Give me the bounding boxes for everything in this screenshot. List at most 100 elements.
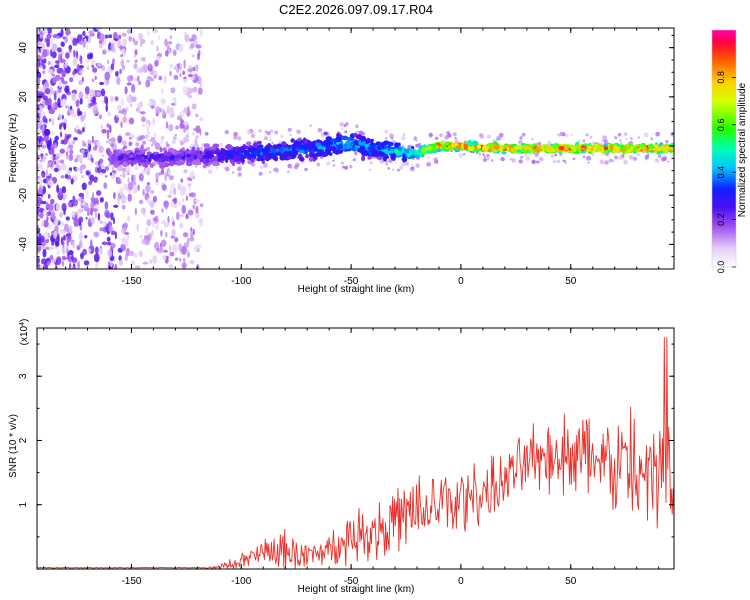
noise-blob xyxy=(107,241,112,246)
band-blob xyxy=(397,142,401,147)
spectrogram-y-label: Frequency (Hz) xyxy=(8,114,19,183)
x-tick-label: -150 xyxy=(121,276,141,287)
noise-blob xyxy=(65,151,69,157)
noise-blob xyxy=(71,92,77,101)
band-blob xyxy=(408,148,416,155)
noise-blob xyxy=(189,236,195,242)
band-blob xyxy=(626,148,632,154)
halo-blob xyxy=(625,137,628,141)
noise-blob xyxy=(142,64,148,73)
noise-blob xyxy=(101,129,107,134)
noise-blob xyxy=(181,204,187,214)
noise-blob xyxy=(42,70,46,75)
band-blob xyxy=(321,153,328,157)
noise-blob xyxy=(48,97,52,106)
halo-blob xyxy=(592,153,595,157)
noise-blob xyxy=(39,142,43,147)
noise-blob xyxy=(113,192,116,200)
noise-blob xyxy=(161,184,167,191)
halo-blob xyxy=(618,139,622,142)
noise-blob xyxy=(63,234,66,241)
noise-blob xyxy=(109,124,112,134)
noise-blob xyxy=(54,64,60,69)
noise-blob xyxy=(87,96,90,104)
halo-blob xyxy=(454,136,457,140)
noise-blob xyxy=(47,179,54,187)
noise-blob xyxy=(145,226,148,235)
noise-blob xyxy=(150,209,155,215)
noise-blob xyxy=(61,202,67,212)
halo-blob xyxy=(518,159,523,164)
noise-blob xyxy=(190,227,193,232)
noise-blob xyxy=(167,215,170,223)
noise-blob xyxy=(180,119,184,124)
band-blob xyxy=(468,141,474,147)
noise-blob xyxy=(37,129,43,134)
halo-blob xyxy=(509,157,513,161)
band-blob xyxy=(343,143,348,148)
noise-blob xyxy=(189,260,195,264)
noise-blob xyxy=(46,28,52,34)
band-blob xyxy=(321,143,327,147)
noise-blob xyxy=(121,32,127,37)
band-blob xyxy=(558,145,565,151)
halo-blob xyxy=(224,129,230,135)
halo-blob xyxy=(111,167,114,170)
noise-blob xyxy=(124,111,127,117)
halo-blob xyxy=(55,163,60,168)
noise-blob xyxy=(51,210,56,220)
noise-blob xyxy=(82,127,85,133)
noise-blob xyxy=(65,216,70,221)
noise-blob xyxy=(156,221,159,229)
halo-blob xyxy=(500,156,505,162)
noise-blob xyxy=(123,145,128,149)
noise-blob xyxy=(62,98,67,106)
noise-blob xyxy=(150,40,154,46)
noise-blob xyxy=(137,184,141,191)
band-blob xyxy=(481,145,489,152)
noise-blob xyxy=(108,34,113,39)
snr-y-multiplier-exp: 4 xyxy=(19,322,26,326)
noise-blob xyxy=(145,184,151,193)
band-blob xyxy=(298,149,305,154)
noise-blob xyxy=(46,175,51,179)
halo-blob xyxy=(479,134,484,139)
noise-blob xyxy=(182,86,188,95)
colorbar-gradient xyxy=(711,29,737,268)
noise-blob xyxy=(43,219,49,228)
noise-blob xyxy=(110,212,114,221)
noise-blob xyxy=(182,78,188,83)
halo-blob xyxy=(264,136,268,141)
halo-blob xyxy=(237,172,242,177)
halo-blob xyxy=(623,159,628,165)
noise-blob xyxy=(121,205,126,210)
noise-blob xyxy=(37,60,41,68)
noise-blob xyxy=(75,50,79,59)
snr-frame xyxy=(36,327,675,570)
noise-blob xyxy=(87,152,91,160)
noise-blob xyxy=(43,95,48,101)
noise-blob xyxy=(47,61,51,66)
noise-blob xyxy=(77,63,80,73)
noise-blob xyxy=(73,49,76,58)
noise-blob xyxy=(157,35,161,41)
noise-blob xyxy=(53,102,56,108)
halo-blob xyxy=(149,139,153,143)
band-blob xyxy=(662,146,668,151)
band-blob xyxy=(329,145,336,151)
noise-blob xyxy=(195,205,199,214)
noise-blob xyxy=(42,64,46,70)
band-blob xyxy=(585,148,591,152)
noise-blob xyxy=(68,201,72,208)
halo-blob xyxy=(565,134,569,138)
halo-blob xyxy=(37,147,41,151)
halo-blob xyxy=(258,171,263,176)
noise-blob xyxy=(131,83,136,93)
noise-blob xyxy=(155,181,159,186)
band-blob xyxy=(389,153,397,157)
noise-blob xyxy=(38,87,43,92)
noise-blob xyxy=(89,88,96,98)
x-tick-label: -100 xyxy=(231,276,251,287)
noise-blob xyxy=(159,107,162,113)
